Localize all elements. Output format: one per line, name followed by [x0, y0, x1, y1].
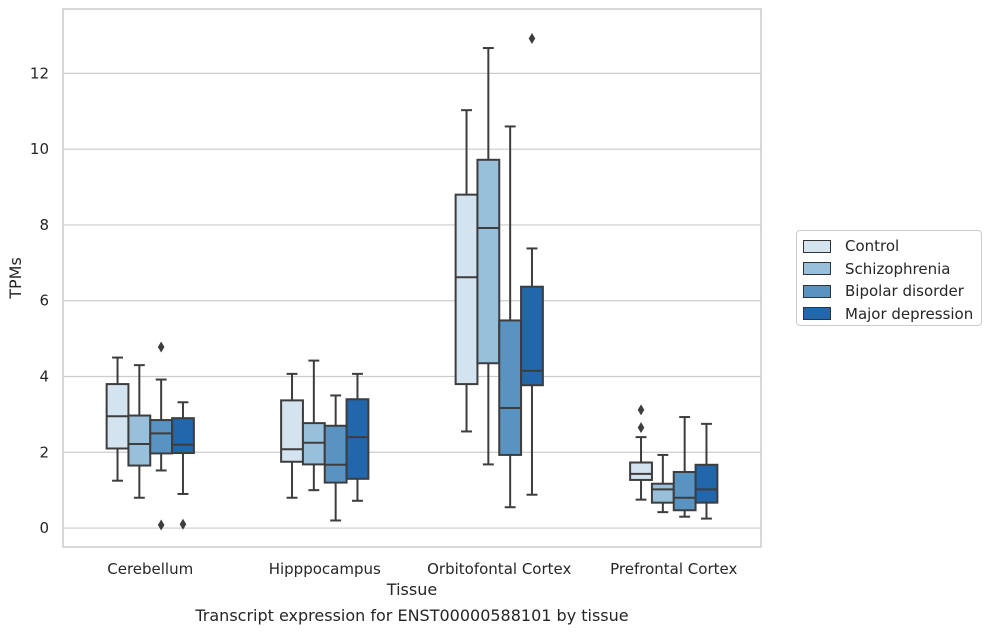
outlier-major-depression-orbitofontal-cortex-0 [528, 33, 536, 45]
box-schizophrenia-prefrontal-cortex [650, 453, 675, 514]
iqr-box-major-depression-hipppocampus [345, 398, 370, 480]
box-major-depression-hipppocampus [345, 372, 370, 502]
y-tick-label-10: 10 [30, 140, 49, 158]
legend-item-bipolar-disorder: Bipolar disorder [803, 280, 981, 303]
iqr-box-bipolar-disorder-hipppocampus [323, 424, 348, 484]
y-tick-label-6: 6 [39, 292, 49, 310]
y-tick-label-2: 2 [39, 443, 49, 461]
y-tick-label-8: 8 [39, 216, 49, 234]
box-bipolar-disorder-hipppocampus [323, 394, 348, 522]
box-schizophrenia-hipppocampus [301, 359, 326, 492]
legend-label-control: Control [845, 237, 900, 256]
y-tick-label-4: 4 [39, 368, 49, 386]
iqr-box-major-depression-orbitofontal-cortex [520, 285, 544, 387]
box-major-depression-cerebellum [171, 401, 195, 530]
iqr-box-schizophrenia-prefrontal-cortex [650, 482, 675, 504]
legend-label-major-depression: Major depression [845, 304, 974, 323]
iqr-box-bipolar-disorder-prefrontal-cortex [672, 470, 697, 512]
iqr-box-schizophrenia-orbitofontal-cortex [476, 158, 501, 365]
legend-swatch-bipolar-disorder [803, 284, 831, 298]
box-control-orbitofontal-cortex [454, 109, 479, 433]
iqr-box-major-depression-cerebellum [171, 417, 195, 455]
iqr-box-control-prefrontal-cortex [629, 461, 653, 481]
y-tick-label-12: 12 [30, 64, 49, 82]
iqr-box-bipolar-disorder-cerebellum [149, 419, 174, 455]
x-tick-label-prefrontal-cortex: Prefrontal Cortex [610, 560, 737, 578]
outlier-control-prefrontal-cortex-0 [637, 422, 645, 434]
box-bipolar-disorder-prefrontal-cortex [672, 416, 697, 518]
legend-item-control: Control [803, 235, 981, 258]
box-control-cerebellum [105, 356, 130, 482]
legend-swatch-schizophrenia [803, 262, 831, 276]
chart-caption: Transcript expression for ENST0000058810… [195, 606, 629, 625]
x-tick-label-orbitofontal-cortex: Orbitofontal Cortex [427, 560, 571, 578]
plot-frame [62, 8, 762, 548]
x-axis-label: Tissue [386, 580, 437, 599]
gridlines [63, 72, 761, 529]
legend-item-schizophrenia: Schizophrenia [803, 258, 981, 281]
outlier-bipolar-disorder-cerebellum-0 [157, 519, 165, 531]
x-tick-label-cerebellum: Cerebellum [107, 560, 193, 578]
box-control-hipppocampus [280, 372, 304, 499]
box-major-depression-orbitofontal-cortex [520, 33, 544, 496]
legend-label-bipolar-disorder: Bipolar disorder [845, 282, 964, 301]
box-schizophrenia-cerebellum [127, 364, 152, 499]
box-control-prefrontal-cortex [629, 404, 653, 501]
iqr-box-control-orbitofontal-cortex [454, 193, 479, 386]
legend-swatch-control [803, 239, 831, 253]
iqr-box-bipolar-disorder-orbitofontal-cortex [498, 319, 523, 456]
y-axis-label: TPMs [6, 257, 25, 300]
box-major-depression-prefrontal-cortex [694, 422, 719, 520]
legend: Control Schizophrenia Bipolar disorder M… [796, 230, 982, 326]
outlier-major-depression-cerebellum-0 [179, 518, 187, 530]
y-tick-label-0: 0 [39, 519, 49, 537]
legend-item-major-depression: Major depression [803, 303, 981, 326]
box-schizophrenia-orbitofontal-cortex [476, 47, 501, 466]
outlier-control-prefrontal-cortex-1 [637, 404, 645, 416]
box-bipolar-disorder-cerebellum [149, 341, 174, 531]
x-tick-label-hipppocampus: Hipppocampus [269, 560, 381, 578]
legend-label-schizophrenia: Schizophrenia [845, 259, 951, 278]
iqr-box-schizophrenia-cerebellum [127, 414, 152, 467]
iqr-box-major-depression-prefrontal-cortex [694, 463, 719, 504]
boxes [105, 33, 719, 531]
box-bipolar-disorder-orbitofontal-cortex [498, 125, 523, 509]
axis-ticks: 0 2 4 6 8 10 12 Cerebellum Hipppocampus Orbitofon… [30, 64, 738, 578]
iqr-box-control-hipppocampus [280, 399, 304, 463]
outlier-bipolar-disorder-cerebellum-1 [157, 341, 165, 353]
legend-swatch-major-depression [803, 307, 831, 321]
